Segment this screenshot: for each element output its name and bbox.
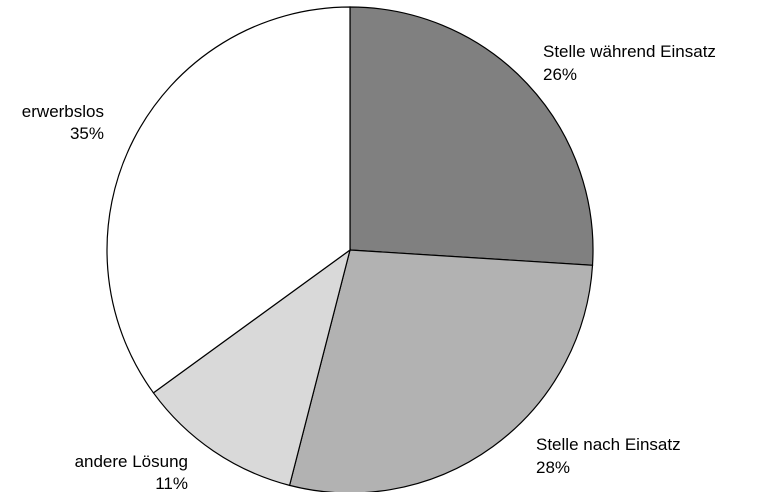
pie-slice-stelle-waehrend-einsatz xyxy=(349,6,594,266)
pie-slice-andere-loesung xyxy=(152,248,351,487)
slice-label-erwerbslos: erwerbslos xyxy=(22,102,104,121)
slice-value-stelle-nach-einsatz: 28% xyxy=(536,458,570,477)
pie-slice-erwerbslos xyxy=(106,6,351,394)
slice-value-stelle-waehrend-einsatz: 26% xyxy=(543,65,577,84)
slice-label-stelle-waehrend-einsatz: Stelle während Einsatz xyxy=(543,42,716,61)
slice-label-andere-loesung: andere Lösung xyxy=(75,452,188,471)
slice-value-erwerbslos: 35% xyxy=(70,124,104,143)
pie-slice-stelle-nach-einsatz xyxy=(288,249,594,492)
slice-value-andere-loesung: 11% xyxy=(155,474,188,492)
pie-slices xyxy=(106,6,594,492)
slice-label-stelle-nach-einsatz: Stelle nach Einsatz xyxy=(536,435,681,454)
